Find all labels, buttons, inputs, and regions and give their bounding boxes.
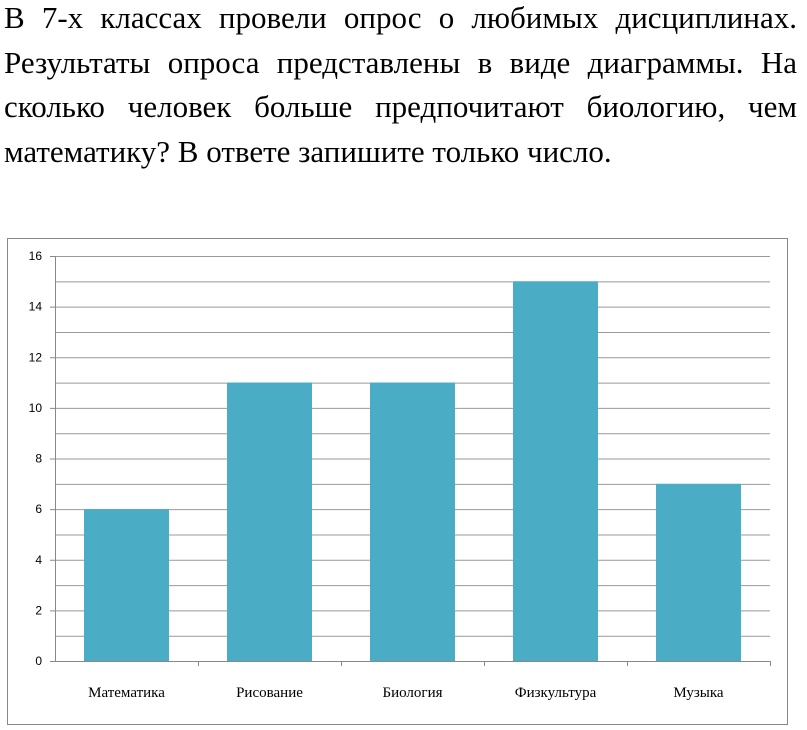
y-tick-label: 10 [29,401,43,415]
y-tick-label: 0 [35,654,42,668]
bar-4 [513,281,598,661]
y-tick-label: 14 [29,300,43,314]
x-category-label: Физкультура [515,685,597,701]
y-tick-label: 12 [29,350,43,364]
y-tick-label: 4 [35,553,42,567]
bar-3 [370,382,455,661]
x-category-label: Музыка [673,685,724,701]
y-tick-label: 8 [35,452,42,466]
x-category-label: Биология [382,685,442,701]
x-category-label: Математика [88,685,165,701]
y-tick-label: 16 [29,249,43,263]
bar-1 [84,509,169,661]
x-category-label: Рисование [236,685,303,701]
chart-frame [7,238,788,725]
y-tick-label: 6 [35,502,42,516]
bar-5 [656,483,741,661]
bar-2 [227,382,312,661]
y-tick-label: 2 [35,603,42,617]
question-text: В 7-х классах провели опрос о любимых ди… [4,0,797,169]
